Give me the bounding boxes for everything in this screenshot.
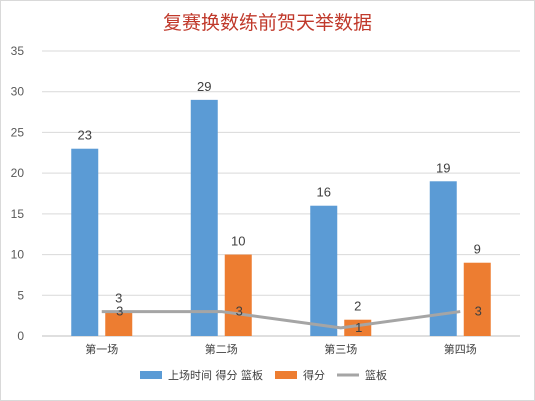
y-tick-label: 10 bbox=[11, 248, 25, 262]
legend-swatch bbox=[275, 371, 297, 379]
y-tick-label: 30 bbox=[11, 85, 25, 99]
y-tick-label: 0 bbox=[17, 329, 24, 343]
line-series-path bbox=[101, 310, 461, 330]
bar-2 bbox=[463, 262, 491, 336]
line-value-label: 3 bbox=[116, 304, 123, 319]
x-axis-categories: 第一场 第二场 第三场 第四场 bbox=[85, 342, 477, 356]
y-tick-label: 25 bbox=[11, 125, 25, 139]
y-tick-label: 20 bbox=[11, 166, 25, 180]
x-category-label: 第二场 bbox=[205, 342, 238, 356]
line-value-label: 3 bbox=[475, 304, 482, 319]
bar-1 bbox=[71, 148, 99, 336]
bar-1 bbox=[310, 205, 338, 336]
bar-value-label: 19 bbox=[436, 160, 450, 175]
bar-2 bbox=[105, 311, 133, 336]
bar-value-label: 2 bbox=[354, 299, 361, 314]
bar-1 bbox=[429, 181, 457, 336]
legend-entry: 上场时间 得分 篮板 bbox=[168, 368, 263, 382]
legend-entry: 得分 bbox=[303, 369, 325, 382]
line-series bbox=[101, 310, 461, 330]
legend-entry: 篮板 bbox=[365, 368, 387, 382]
y-axis-ticks: 0 5 10 15 20 25 30 35 bbox=[11, 44, 25, 343]
legend: 上场时间 得分 篮板 得分 篮板 bbox=[140, 368, 387, 382]
x-category-label: 第三场 bbox=[324, 342, 357, 356]
bar-value-label: 3 bbox=[115, 291, 122, 306]
line-value-label: 1 bbox=[355, 320, 362, 335]
bar-value-label: 9 bbox=[474, 242, 481, 257]
bar-value-label: 23 bbox=[78, 128, 92, 143]
chart-title: 复赛换数练前贺天举数据 bbox=[162, 12, 372, 34]
line-value-label: 3 bbox=[236, 304, 243, 319]
bar-value-label: 16 bbox=[317, 185, 331, 200]
bar-value-label: 29 bbox=[197, 79, 211, 94]
bar-1 bbox=[190, 99, 218, 336]
y-tick-label: 5 bbox=[17, 288, 24, 302]
bars bbox=[71, 99, 491, 336]
x-category-label: 第一场 bbox=[85, 342, 118, 356]
y-tick-label: 15 bbox=[11, 207, 25, 221]
x-category-label: 第四场 bbox=[444, 342, 477, 356]
legend-swatch bbox=[140, 371, 162, 379]
bar-value-label: 10 bbox=[231, 234, 245, 249]
y-tick-label: 35 bbox=[11, 44, 25, 58]
bar-2 bbox=[224, 254, 252, 336]
